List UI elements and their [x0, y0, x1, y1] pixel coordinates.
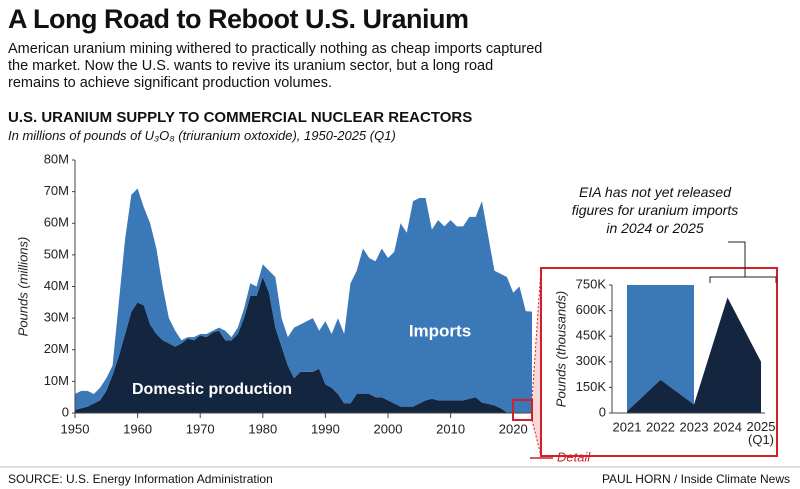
bracket-connector	[728, 241, 746, 277]
chart-subtitle: In millions of pounds of U₃O₈ (triuraniu…	[8, 128, 396, 143]
y-tick-label: 450K	[576, 328, 607, 343]
series-label: Imports	[409, 321, 471, 340]
y-tick-label: 0	[599, 404, 606, 419]
detail-label: Detail	[557, 449, 591, 464]
y-tick-label: 0	[62, 404, 69, 419]
y-tick-label: 20M	[44, 341, 69, 356]
subtitle: American uranium mining withered to prac…	[8, 41, 543, 91]
detail-link	[532, 268, 541, 456]
y-tick-label: 300K	[576, 353, 607, 368]
area	[627, 297, 761, 413]
x-tick-label: 1960	[123, 421, 152, 436]
x-tick-label: 1990	[311, 421, 340, 436]
y-tick-label: 10M	[44, 373, 69, 388]
area	[75, 188, 532, 413]
x-tick-label: 1950	[61, 421, 90, 436]
x-tick-label: 2010	[436, 421, 465, 436]
plot-area	[627, 285, 761, 413]
area	[627, 285, 694, 412]
bracket	[709, 276, 777, 283]
main-chart: 0 10M 20M 30M 40M 50M 60M 70M 80M 1950 1960 1970 198…	[15, 151, 532, 436]
credit: PAUL HORN / Inside Climate News	[601, 472, 790, 486]
y-tick-label: 50M	[44, 246, 69, 261]
x-tick-label: 2000	[374, 421, 403, 436]
x-tick-label: 2024	[713, 419, 742, 434]
inset-chart: 0 150K 300K 450K 600K 750K 2021 2022 2023 2024 202…	[553, 276, 776, 447]
y-axis-label: Pounds (thousands)	[553, 291, 568, 407]
detail-box	[512, 399, 533, 421]
annotation: EIA has not yet released figures for ura…	[571, 184, 739, 236]
y-tick-label: 70M	[44, 183, 69, 198]
y-tick-label: 600K	[576, 302, 607, 317]
area	[75, 277, 532, 413]
x-tick-label: 2025 (Q1)	[747, 419, 776, 447]
y-tick-label: 60M	[44, 215, 69, 230]
x-tick-label: 2023	[680, 419, 709, 434]
y-tick-label: 80M	[44, 151, 69, 166]
y-axis-label: Pounds (millions)	[15, 237, 30, 337]
y-tick-label: 150K	[576, 379, 607, 394]
y-tick-label: 40M	[44, 278, 69, 293]
series-label: Domestic production	[132, 381, 292, 398]
plot-area	[75, 188, 532, 413]
title: A Long Road to Reboot U.S. Uranium	[8, 4, 469, 34]
source: SOURCE: U.S. Energy Information Administ…	[8, 472, 273, 486]
x-tick-label: 2022	[646, 419, 675, 434]
x-tick-label: 2020	[499, 421, 528, 436]
chart-title: U.S. URANIUM SUPPLY TO COMMERCIAL NUCLEA…	[8, 109, 473, 126]
x-tick-label: 2021	[613, 419, 642, 434]
y-tick-label: 30M	[44, 310, 69, 325]
x-tick-label: 1970	[186, 421, 215, 436]
x-tick-label: 1980	[248, 421, 277, 436]
y-tick-label: 750K	[576, 276, 607, 291]
